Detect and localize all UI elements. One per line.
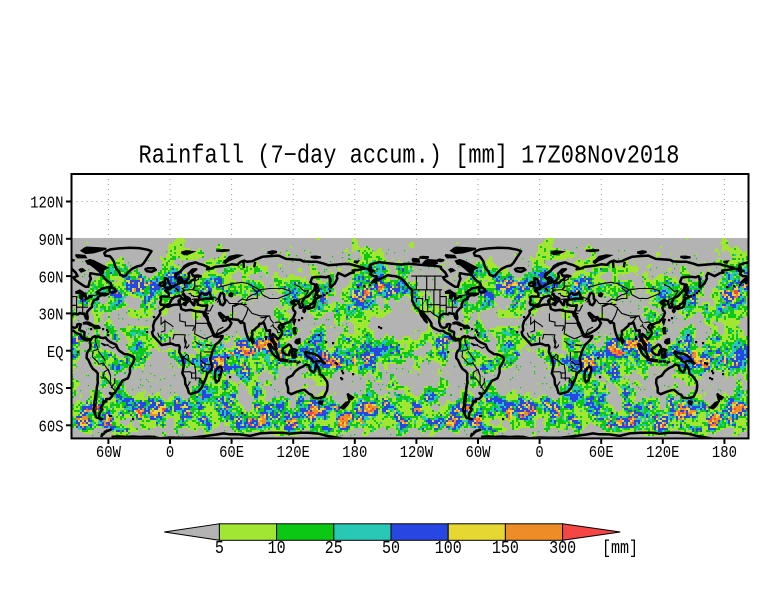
svg-text:150: 150 [492,539,519,560]
svg-text:10: 10 [268,539,286,560]
svg-text:60S: 60S [38,417,63,437]
svg-text:60N: 60N [38,268,63,288]
svg-text:60E: 60E [589,443,614,463]
svg-text:120W: 120W [400,443,434,463]
svg-text:[mm]: [mm] [602,539,638,560]
svg-text:180: 180 [712,443,737,463]
svg-text:30S: 30S [38,380,63,400]
svg-text:5: 5 [215,539,224,560]
svg-text:100: 100 [435,539,462,560]
svg-text:120N: 120N [30,193,63,213]
svg-text:60W: 60W [96,443,122,463]
svg-text:180: 180 [342,443,367,463]
svg-text:90N: 90N [38,231,63,251]
svg-text:60W: 60W [465,443,491,463]
svg-text:25: 25 [325,539,343,560]
svg-text:60E: 60E [219,443,244,463]
svg-text:50: 50 [382,539,400,560]
svg-text:300: 300 [549,539,576,560]
svg-text:120E: 120E [646,443,679,463]
svg-text:30N: 30N [38,305,63,325]
svg-text:0: 0 [166,443,174,463]
svg-text:EQ: EQ [47,343,64,363]
svg-text:120E: 120E [277,443,310,463]
svg-text:Rainfall (7−day accum.) [mm] 1: Rainfall (7−day accum.) [mm] 17Z08Nov201… [138,142,679,171]
svg-text:0: 0 [535,443,543,463]
